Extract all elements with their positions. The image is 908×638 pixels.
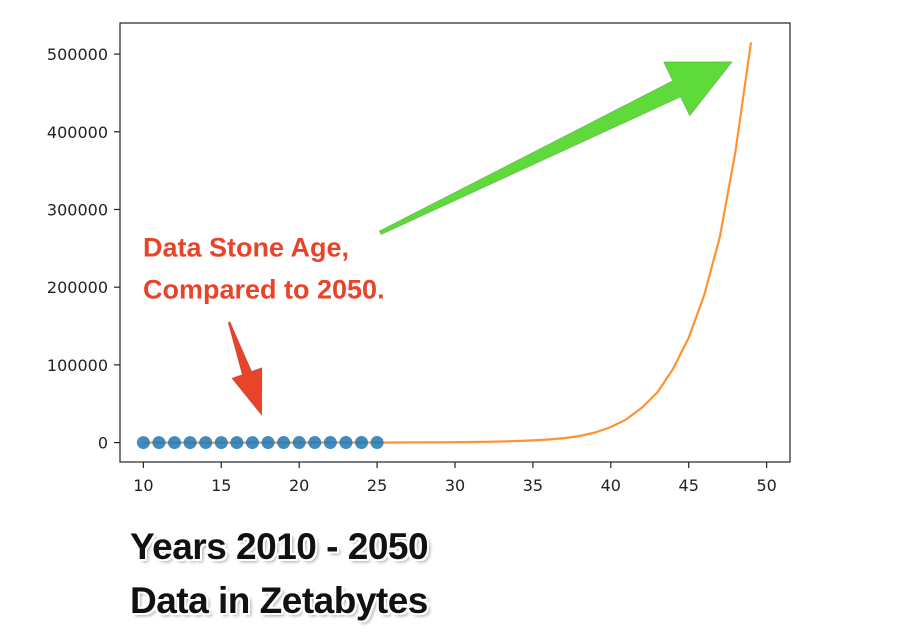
data-point [323,436,337,450]
y-tick-label: 100000 [47,356,108,375]
x-axis: 10 15 20 25 30 35 40 45 50 [133,462,777,495]
x-tick-label: 35 [523,476,543,495]
y-axis: 0 100000 200000 300000 400000 500000 [47,45,120,453]
x-tick-label: 40 [601,476,621,495]
data-point [370,435,384,449]
y-tick-label: 300000 [47,200,108,219]
caption-years: Years 2010 - 2050 [130,526,429,567]
data-point [308,436,322,450]
x-tick-label: 25 [367,476,387,495]
data-point [339,436,353,450]
annotation-line: Compared to 2050. [143,274,385,304]
annotation-line: Data Stone Age, [143,232,349,262]
caption-unit: Data in Zetabytes [130,580,428,621]
data-point [245,436,259,450]
x-tick-label: 10 [133,476,153,495]
data-point [183,436,197,450]
x-tick-label: 50 [756,476,776,495]
annotation-layer: Data Stone Age, Compared to 2050. [142,232,385,305]
growth-line [143,42,753,444]
y-tick-label: 0 [98,434,108,453]
data-point [214,436,228,450]
data-point [277,436,291,450]
data-point [261,436,275,450]
series-layer [136,42,753,450]
data-point [355,436,369,450]
y-tick-label: 200000 [47,278,108,297]
x-tick-label: 15 [211,476,231,495]
y-tick-label: 400000 [47,123,108,142]
data-point [168,436,182,450]
data-point [230,436,244,450]
y-tick-label: 500000 [47,45,108,64]
data-point [292,436,306,450]
arrow-layer [227,61,734,417]
x-tick-label: 20 [289,476,309,495]
data-point [152,436,166,450]
x-tick-label: 30 [445,476,465,495]
data-point [199,436,213,450]
data-point [136,436,150,450]
red-arrow [227,321,263,417]
x-tick-label: 45 [679,476,699,495]
green-arrow [378,61,734,236]
